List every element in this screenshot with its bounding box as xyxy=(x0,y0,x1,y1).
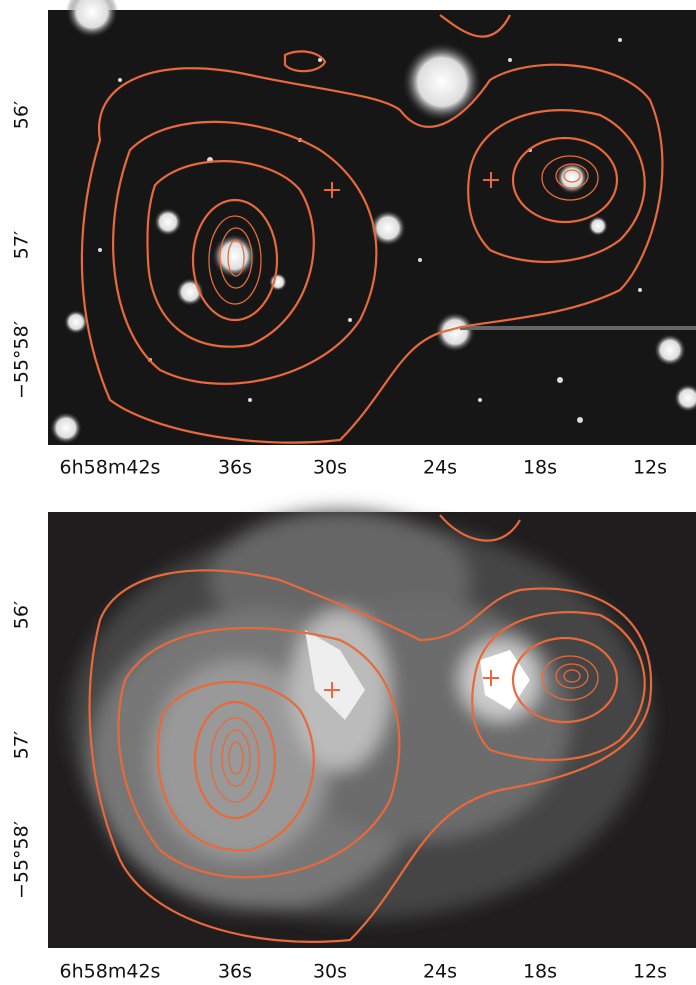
x-tick-label: 30s xyxy=(313,961,347,983)
x-tick-label: 36s xyxy=(218,457,252,479)
x-tick-label: 18s xyxy=(523,961,557,983)
y-tick-label: 56′ xyxy=(11,101,33,130)
x-tick-label: 24s xyxy=(423,457,457,479)
x-tick-label: 6h58m42s xyxy=(60,457,161,479)
x-tick-label: 12s xyxy=(633,961,667,983)
y-tick-label: 57′ xyxy=(11,231,33,260)
x-tick-label: 36s xyxy=(218,961,252,983)
x-tick-label: 12s xyxy=(633,457,667,479)
y-tick-label: −55°58′ xyxy=(11,321,33,399)
x-tick-label: 30s xyxy=(313,457,347,479)
x-tick-label: 24s xyxy=(423,961,457,983)
panel-optical xyxy=(48,0,696,445)
y-tick-label: 57′ xyxy=(11,731,33,760)
x-tick-label: 6h58m42s xyxy=(60,961,161,983)
panel-xray xyxy=(48,510,696,948)
y-tick-label: 56′ xyxy=(11,601,33,630)
figure: 6h58m42s 36s 30s 24s 18s 12s 56′ 57′ −55°58′ 6h58… xyxy=(0,0,696,985)
x-tick-label: 18s xyxy=(523,457,557,479)
y-tick-label: −55°58′ xyxy=(11,821,33,899)
